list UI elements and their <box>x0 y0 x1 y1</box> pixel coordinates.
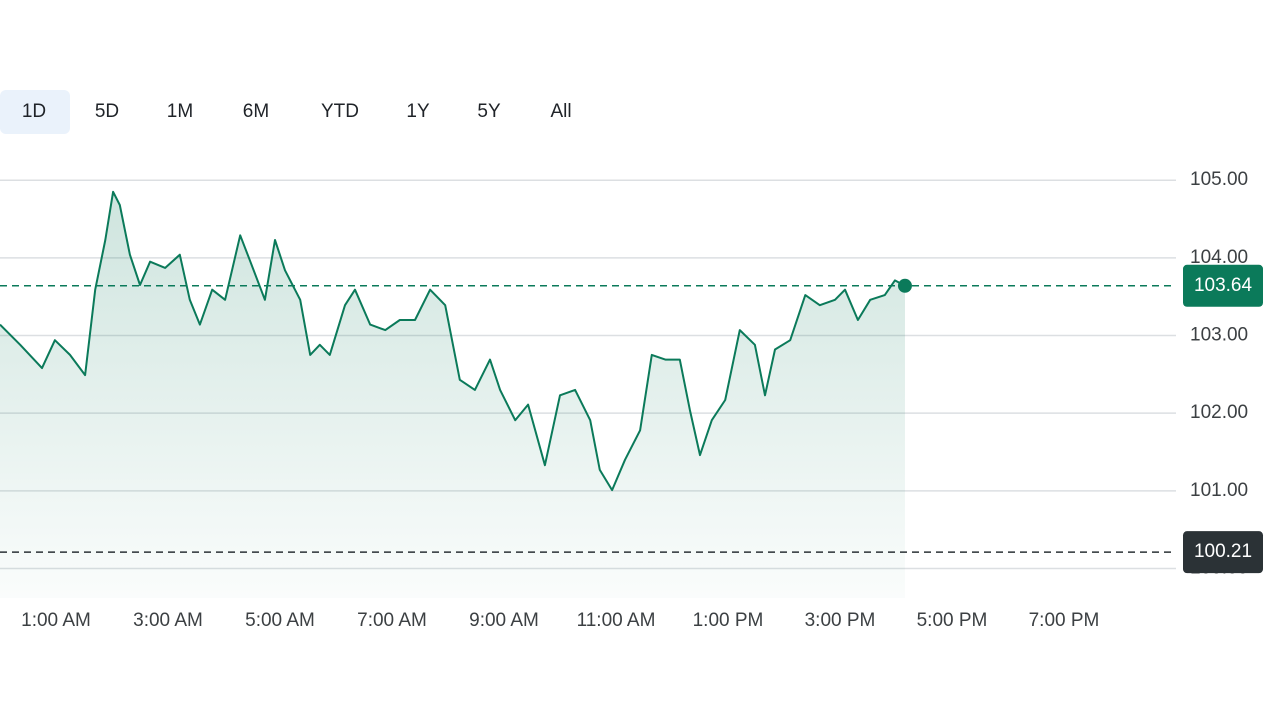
range-tab[interactable]: YTD <box>321 101 359 122</box>
range-tab[interactable]: 1Y <box>406 101 430 122</box>
price-badge <box>1183 531 1263 574</box>
range-tab[interactable]: 1D <box>22 101 46 122</box>
x-tick-label: 7:00 PM <box>1029 610 1100 631</box>
y-tick-label: 101.00 <box>1190 480 1248 501</box>
range-tab[interactable]: 5Y <box>477 101 501 122</box>
tab-active-bg <box>0 90 70 134</box>
x-tick-label: 5:00 PM <box>917 610 988 631</box>
y-tick-label: 105.00 <box>1190 169 1248 190</box>
x-tick-label: 3:00 AM <box>133 610 203 631</box>
x-tick-label: 7:00 AM <box>357 610 427 631</box>
x-tick-label: 1:00 PM <box>693 610 764 631</box>
x-tick-label: 3:00 PM <box>805 610 876 631</box>
x-tick-label: 1:00 AM <box>21 610 91 631</box>
x-tick-label: 11:00 AM <box>577 610 656 631</box>
price-area <box>0 191 905 599</box>
price-badge <box>1183 264 1263 307</box>
range-tab[interactable]: 1M <box>167 101 193 122</box>
y-tick-label: 102.00 <box>1190 402 1248 423</box>
x-tick-label: 5:00 AM <box>245 610 315 631</box>
range-tab[interactable]: 6M <box>243 101 269 122</box>
range-tab[interactable]: All <box>550 101 571 122</box>
y-tick-label: 104.00 <box>1190 247 1248 268</box>
price-badge-label: 103.64 <box>1194 275 1253 296</box>
y-tick-label: 103.00 <box>1190 325 1248 346</box>
x-tick-label: 9:00 AM <box>469 610 539 631</box>
price-badge-label: 100.21 <box>1194 541 1252 562</box>
price-line <box>0 190 906 492</box>
range-tab[interactable]: 5D <box>95 101 119 122</box>
